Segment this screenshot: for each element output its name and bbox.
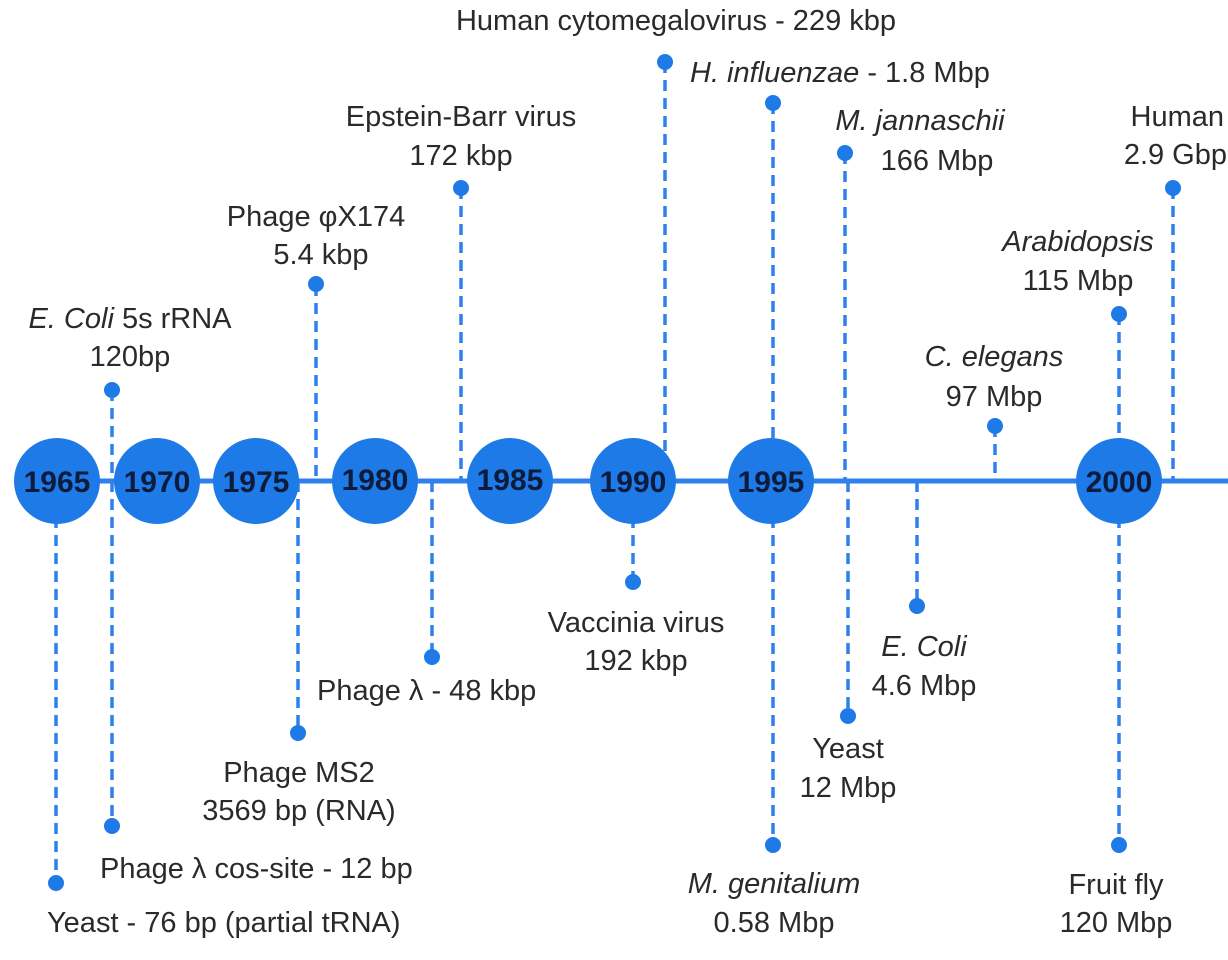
year-circle [213,438,299,524]
dot-phage-lambda [424,649,440,665]
dot-phage-phix174 [308,276,324,292]
year-marker-1995: 1995 [728,438,814,524]
dot-human [1165,180,1181,196]
year-label: 1980 [342,464,409,497]
event-labels-above: E. Coli 5s rRNA 120bp Phage φX174 5.4 kb… [28,5,1227,413]
event-label-fruit-fly: Fruit fly [1068,869,1164,901]
event-label-phage-lambda-cos: Phage λ cos-site - 12 bp [100,853,413,885]
event-size-vaccinia: 192 kbp [584,645,687,677]
dot-yeast [840,708,856,724]
dot-cytomegalovirus [657,54,673,70]
dot-e-coli [909,598,925,614]
year-marker-1975: 1975 [213,438,299,524]
year-label: 1975 [223,466,290,499]
dot-epstein-barr [453,180,469,196]
event-size-ecoli-5s-rrna: 120bp [90,341,171,373]
year-marker-1990: 1990 [590,438,676,524]
dot-m-genitalium [765,837,781,853]
event-dots [48,54,1181,891]
dot-fruit-fly [1111,837,1127,853]
event-label-m-jannaschii: M. jannaschii [835,105,1006,137]
event-label-vaccinia: Vaccinia virus [548,607,725,639]
event-label-cytomegalovirus: Human cytomegalovirus - 229 kbp [456,5,896,37]
event-size-yeast: 12 Mbp [800,772,897,804]
event-label-e-coli: E. Coli [881,631,968,663]
year-label: 1965 [24,466,91,499]
dot-phage-lambda-cos [104,818,120,834]
event-label-yeast: Yeast [812,733,884,765]
year-label: 2000 [1086,466,1153,499]
event-size-epstein-barr: 172 kbp [409,140,512,172]
organism-name: H. influenzae [690,57,859,89]
event-size-fruit-fly: 120 Mbp [1060,907,1173,939]
connector-stems [54,62,1175,883]
event-size-phage-ms2: 3569 bp (RNA) [202,795,395,827]
event-label-human: Human [1131,101,1225,133]
year-label: 1985 [477,464,544,497]
year-circle [114,438,200,524]
organism-name-suffix: 5s rRNA [114,303,232,335]
dot-phage-ms2 [290,725,306,741]
event-label-ecoli-5s-rrna: E. Coli 5s rRNA [28,303,232,335]
year-marker-1980: 1980 [332,438,418,524]
year-circle [728,438,814,524]
event-size-m-genitalium: 0.58 Mbp [714,907,835,939]
dot-yeast-trna [48,875,64,891]
event-size-m-jannaschii: 166 Mbp [881,145,994,177]
year-marker-1985: 1985 [467,438,553,524]
event-label-epstein-barr: Epstein-Barr virus [346,101,576,133]
event-label-arabidopsis: Arabidopsis [1000,226,1154,258]
year-circle [590,438,676,524]
dot-m-jannaschii [837,145,853,161]
dot-ecoli-5s-rrna [104,382,120,398]
year-circle [14,438,100,524]
organism-size: - 1.8 Mbp [859,57,990,89]
event-label-phage-lambda: Phage λ - 48 kbp [317,675,536,707]
year-circle [467,438,553,524]
year-label: 1995 [738,466,805,499]
year-circle [1076,438,1162,524]
event-label-c-elegans: C. elegans [925,341,1064,373]
event-size-arabidopsis: 115 Mbp [1023,265,1134,297]
event-label-phage-ms2: Phage MS2 [223,757,375,789]
event-label-yeast-trna: Yeast - 76 bp (partial tRNA) [47,907,401,939]
year-marker-1970: 1970 [114,438,200,524]
year-circle [332,438,418,524]
year-label: 1990 [600,466,667,499]
event-size-human: 2.9 Gbp [1124,139,1227,171]
event-label-h-influenzae: H. influenzae - 1.8 Mbp [690,57,990,89]
organism-name: E. Coli [28,303,115,335]
event-size-e-coli: 4.6 Mbp [872,670,977,702]
dot-c-elegans [987,418,1003,434]
year-label: 1970 [124,466,191,499]
year-marker-2000: 2000 [1076,438,1162,524]
year-markers: 1965 1970 1975 1980 1985 1990 1995 2000 [14,438,1162,524]
dot-arabidopsis [1111,306,1127,322]
dot-h-influenzae [765,95,781,111]
event-size-phage-phix174: 5.4 kbp [273,239,368,271]
event-labels-below: Yeast - 76 bp (partial tRNA) Phage λ cos… [47,607,1172,939]
dot-vaccinia [625,574,641,590]
event-label-m-genitalium: M. genitalium [688,868,860,900]
year-marker-1965: 1965 [14,438,100,524]
event-size-c-elegans: 97 Mbp [946,381,1043,413]
event-label-phage-phix174: Phage φX174 [227,201,405,233]
